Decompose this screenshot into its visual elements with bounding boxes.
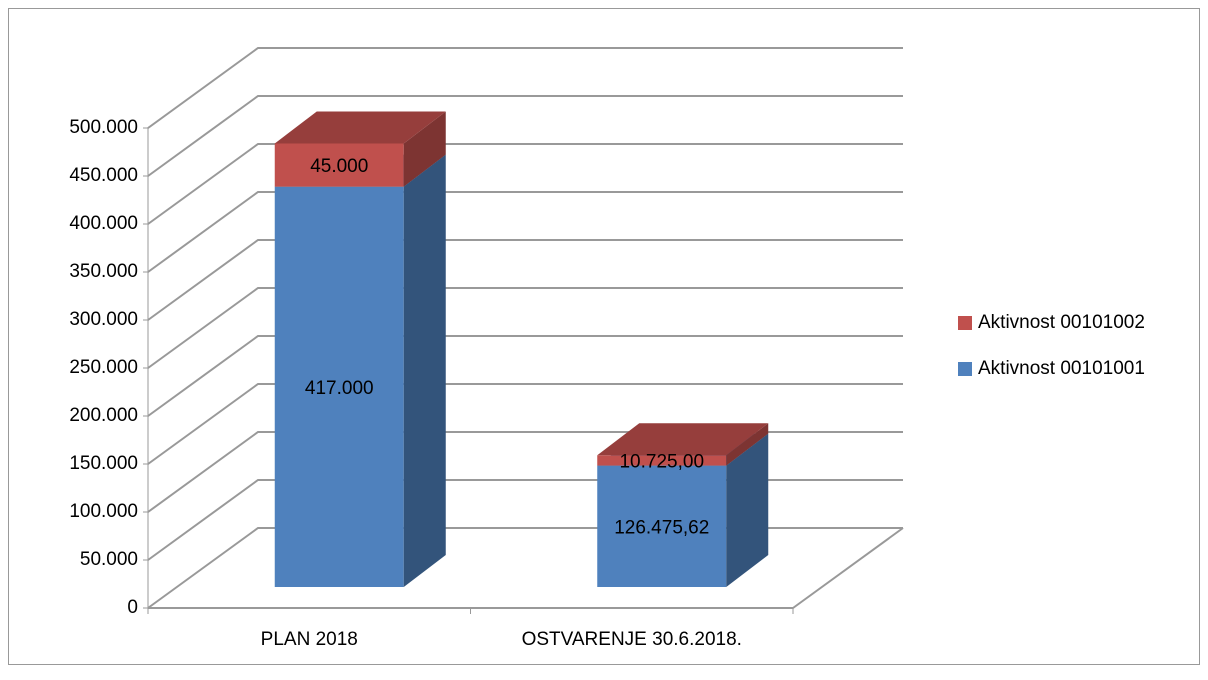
bar-front: [274, 186, 404, 587]
y-tick-label: 500.000: [69, 117, 138, 138]
bar-side: [403, 154, 446, 587]
y-tick-label: 100.000: [69, 501, 138, 522]
grid-line: [147, 191, 903, 273]
bar-front: [597, 455, 727, 466]
y-tick-label: 50.000: [80, 549, 138, 570]
y-tick-label: 0: [127, 597, 138, 618]
y-tick-label: 250.000: [69, 357, 138, 378]
grid-line: [147, 95, 903, 177]
legend-label: Aktivnost 00101001: [978, 358, 1145, 379]
y-tick-label: 150.000: [69, 453, 138, 474]
data-label: 10.725,00: [619, 451, 704, 472]
bar-side: [726, 423, 769, 466]
legend-swatch: [958, 362, 972, 376]
y-tick-label: 350.000: [69, 261, 138, 282]
x-tick-label: OSTVARENJE 30.6.2018.: [522, 629, 742, 650]
grid-line: [147, 47, 903, 129]
grid-line: [147, 287, 903, 369]
bar-front: [274, 143, 404, 187]
bar-top: [274, 111, 446, 144]
y-tick-label: 400.000: [69, 213, 138, 234]
bar-front: [597, 465, 727, 587]
grid-line: [147, 143, 903, 225]
y-tick-label: 200.000: [69, 405, 138, 426]
legend-swatch: [958, 316, 972, 330]
x-tick-label: PLAN 2018: [261, 629, 358, 650]
bar-side: [403, 111, 446, 187]
grid-line: [147, 335, 903, 417]
grid-line: [147, 239, 903, 321]
data-label: 45.000: [310, 156, 368, 177]
y-tick-label: 300.000: [69, 309, 138, 330]
bar-side: [726, 433, 769, 587]
y-tick-label: 450.000: [69, 165, 138, 186]
bar-top: [597, 423, 769, 456]
grid-line: [147, 383, 903, 465]
data-label: 417.000: [305, 378, 374, 399]
legend-label: Aktivnost 00101002: [978, 312, 1145, 333]
floor-edge: [792, 527, 904, 609]
data-label: 126.475,62: [614, 517, 709, 538]
